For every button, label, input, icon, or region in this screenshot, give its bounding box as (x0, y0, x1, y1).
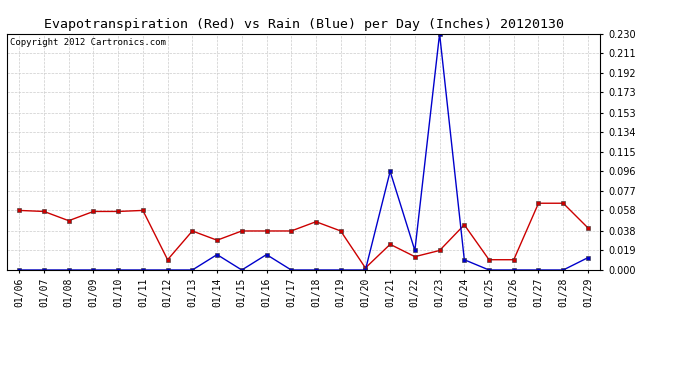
Text: Copyright 2012 Cartronics.com: Copyright 2012 Cartronics.com (10, 39, 166, 48)
Title: Evapotranspiration (Red) vs Rain (Blue) per Day (Inches) 20120130: Evapotranspiration (Red) vs Rain (Blue) … (43, 18, 564, 31)
